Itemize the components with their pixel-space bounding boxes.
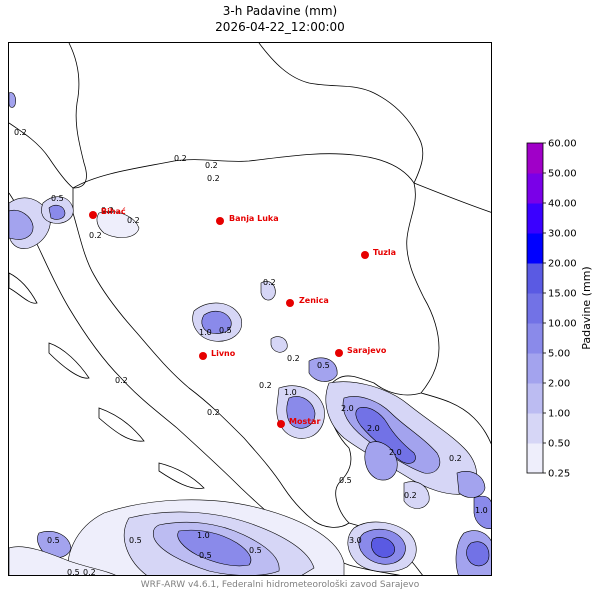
city-marker [277,420,285,428]
colorbar-tick-label: 50.00 [548,169,577,180]
contour-label: 0.2 [174,154,187,163]
contour-label: 1.0 [475,506,488,515]
city-marker [89,211,97,219]
colorbar-tick-label: 0.50 [548,439,570,450]
contour-label: 0.2 [404,491,417,500]
island-3 [98,407,145,442]
map-panel: 0.2 0.2 0.2 0.5 0.2 0.2 0.2 0.2 0.2 1.0 … [8,42,492,576]
city-zenica: Zenica [286,296,329,307]
colorbar-ticks: 0.25 0.50 1.00 2.00 5.00 10.00 15.00 20.00 30.00… [543,139,577,480]
city-marker [361,251,369,259]
city-livno: Livno [199,349,236,360]
map-title: 3-h Padavine (mm) [222,4,338,18]
colorbar-segment [527,413,543,444]
island-2 [48,342,90,379]
contour-label: 0.2 [89,231,102,240]
colorbar-frame [526,142,544,474]
city-label: Banja Luka [229,214,279,223]
border-east [413,182,491,213]
contour-label: 1.0 [197,531,210,540]
city-tuzla: Tuzla [361,248,396,259]
city-bihac: Bihać [89,206,126,219]
colorbar-tick-label: 15.00 [548,289,577,300]
contour-labels: 0.2 0.2 0.2 0.5 0.2 0.2 0.2 0.2 0.2 1.0 … [14,128,488,576]
colorbar-tick-label: 20.00 [548,259,577,270]
map-timestamp: 2026-04-22_12:00:00 [215,20,345,34]
colorbar-segment [527,383,543,414]
contour-label: 0.5 [249,546,262,555]
contour-label: 0.2 [207,408,220,417]
contour-label: 0.2 [127,216,140,225]
city-label: Sarajevo [347,346,387,355]
colorbar-segment [527,203,543,234]
colorbar-tick-label: 10.00 [548,319,577,330]
contour-label: 0.5 [67,568,80,576]
colorbar-tick-label: 0.25 [548,469,570,480]
contour-label: 0.2 [207,174,220,183]
contour-label: 0.2 [14,128,27,137]
colorbar-segment [527,263,543,294]
contour-label: 2.0 [389,448,402,457]
border-north [68,43,87,189]
colorbar-tick-label: 60.00 [548,139,577,150]
contour-label: 0.5 [51,194,64,203]
contour-label: 0.2 [259,381,272,390]
contour-label: 0.5 [317,361,330,370]
border-northeast [258,43,424,184]
contour-label: 0.2 [263,278,276,287]
colorbar: 0.25 0.50 1.00 2.00 5.00 10.00 15.00 20.00 30.00… [526,139,593,480]
contour-label: 0.2 [287,354,300,363]
colorbar-tick-label: 2.00 [548,379,570,390]
contour-label: 0.2 [449,454,462,463]
city-label: Tuzla [373,248,396,257]
contour-label: 1.0 [199,328,212,337]
city-marker [335,349,343,357]
contour-label: 2.0 [341,404,354,413]
contour-label: 0.2 [205,161,218,170]
contour-label: 1.0 [284,388,297,397]
colorbar-segment [527,323,543,354]
contour-label: 0.2 [83,568,96,576]
precipitation-field [9,92,491,575]
border-southeast [420,392,491,445]
island-4 [158,462,205,489]
city-label: Zenica [299,296,329,305]
contour-label: 0.5 [199,551,212,560]
city-marker [216,217,224,225]
city-label: Mostar [289,417,320,426]
contour-label: 0.2 [115,376,128,385]
colorbar-segment [527,293,543,324]
island-1 [9,272,38,304]
contour-label: 2.0 [367,424,380,433]
colorbar-label: Padavine (mm) [580,266,593,349]
city-marker [199,352,207,360]
city-banja-luka: Banja Luka [216,214,279,225]
colorbar-segment [527,443,543,474]
city-sarajevo: Sarajevo [335,346,387,357]
city-label: Livno [211,349,236,358]
colorbar-tick-label: 40.00 [548,199,577,210]
city-label: Bihać [101,206,126,216]
contour-label: 0.5 [219,326,232,335]
contour-label: 0.2 [101,206,114,215]
contour-label: 0.5 [47,536,60,545]
contour-label: 3.0 [349,536,362,545]
colorbar-segment [527,233,543,264]
border-west [9,122,74,189]
contour-label: 0.5 [129,536,142,545]
footer-credit: WRF-ARW v4.6.1, Federalni hidrometeorolo… [140,580,420,590]
colorbar-tick-label: 30.00 [548,229,577,240]
contour-label: 0.5 [339,476,352,485]
colorbar-tick-label: 1.00 [548,409,570,420]
city-marker [286,299,294,307]
colorbar-tick-label: 5.00 [548,349,570,360]
precipitation-map: 0.2 0.2 0.2 0.5 0.2 0.2 0.2 0.2 0.2 1.0 … [9,43,491,576]
colorbar-segment [527,173,543,204]
city-mostar: Mostar [277,417,320,428]
colorbar-segment [527,143,543,174]
colorbar-segment [527,353,543,384]
colorbar-segments [527,143,543,474]
city-markers: Bihać Banja Luka Tuzla Zenica Livno Sara… [89,206,396,428]
